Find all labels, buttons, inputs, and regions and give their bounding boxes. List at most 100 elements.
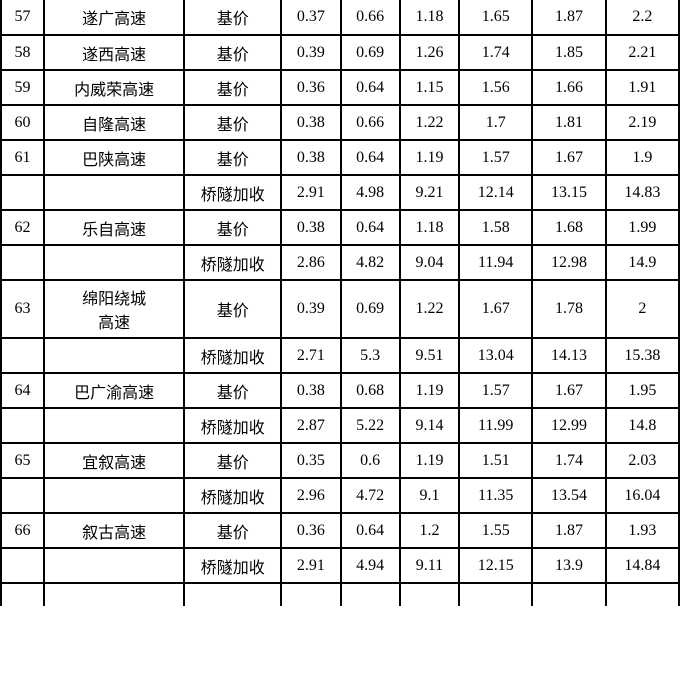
table-row: 66叙古高速基价0.360.641.21.551.871.93 bbox=[1, 513, 679, 548]
value-3: 1.2 bbox=[400, 513, 459, 548]
table-row: 60自隆高速基价0.380.661.221.71.812.19 bbox=[1, 105, 679, 140]
value-5: 12.99 bbox=[532, 408, 605, 443]
value-3: 9.1 bbox=[400, 478, 459, 513]
value-3: 1.15 bbox=[400, 70, 459, 105]
value-6: 15.38 bbox=[606, 338, 679, 373]
row-number: 58 bbox=[1, 35, 44, 70]
value-2: 4.98 bbox=[341, 175, 400, 210]
highway-name: 自隆高速 bbox=[44, 105, 184, 140]
value-1: 2.91 bbox=[281, 548, 340, 583]
value-4: 1.56 bbox=[459, 70, 532, 105]
value-3: 1.19 bbox=[400, 373, 459, 408]
value-6: 1.91 bbox=[606, 70, 679, 105]
highway-name: 巴广渝高速 bbox=[44, 373, 184, 408]
value-5: 1.68 bbox=[532, 210, 605, 245]
price-type: 桥隧加收 bbox=[184, 175, 281, 210]
value-6: 2.21 bbox=[606, 35, 679, 70]
highway-fare-table: 57遂广高速基价0.370.661.181.651.872.258遂西高速基价0… bbox=[0, 0, 680, 606]
price-type: 基价 bbox=[184, 280, 281, 338]
value-2: 0.64 bbox=[341, 70, 400, 105]
value-5: 13.54 bbox=[532, 478, 605, 513]
table-row: 桥隧加收2.864.829.0411.9412.9814.9 bbox=[1, 245, 679, 280]
value-4: 11.99 bbox=[459, 408, 532, 443]
value-4: 1.65 bbox=[459, 0, 532, 35]
value-5: 1.74 bbox=[532, 443, 605, 478]
row-number: 64 bbox=[1, 373, 44, 408]
value-5: 1.67 bbox=[532, 140, 605, 175]
table-row: 63绵阳绕城高速基价0.390.691.221.671.782 bbox=[1, 280, 679, 338]
value-3: 9.04 bbox=[400, 245, 459, 280]
value-6: 1.93 bbox=[606, 513, 679, 548]
value-4: 11.94 bbox=[459, 245, 532, 280]
price-type: 基价 bbox=[184, 373, 281, 408]
value-1: 0.39 bbox=[281, 280, 340, 338]
row-number: 60 bbox=[1, 105, 44, 140]
value-3: 9.11 bbox=[400, 548, 459, 583]
value-3: 1.22 bbox=[400, 280, 459, 338]
highway-name: 乐自高速 bbox=[44, 210, 184, 245]
value-5: 1.87 bbox=[532, 513, 605, 548]
row-number: 66 bbox=[1, 513, 44, 548]
value-1: 0.38 bbox=[281, 140, 340, 175]
highway-name bbox=[44, 408, 184, 443]
value-5: 1.66 bbox=[532, 70, 605, 105]
table-row: 桥隧加收2.715.39.5113.0414.1315.38 bbox=[1, 338, 679, 373]
value-2: 0.6 bbox=[341, 443, 400, 478]
table-row: 61巴陕高速基价0.380.641.191.571.671.9 bbox=[1, 140, 679, 175]
price-type: 基价 bbox=[184, 0, 281, 35]
highway-name bbox=[44, 548, 184, 583]
value-4: 1.58 bbox=[459, 210, 532, 245]
value-6: 14.84 bbox=[606, 548, 679, 583]
value-2: 4.94 bbox=[341, 548, 400, 583]
row-number bbox=[1, 338, 44, 373]
highway-name: 内威荣高速 bbox=[44, 70, 184, 105]
partial-cell bbox=[341, 583, 400, 606]
table-row: 59内威荣高速基价0.360.641.151.561.661.91 bbox=[1, 70, 679, 105]
price-type: 基价 bbox=[184, 513, 281, 548]
value-3: 1.18 bbox=[400, 210, 459, 245]
row-number bbox=[1, 175, 44, 210]
value-6: 14.8 bbox=[606, 408, 679, 443]
row-number: 59 bbox=[1, 70, 44, 105]
value-6: 1.99 bbox=[606, 210, 679, 245]
value-1: 0.36 bbox=[281, 513, 340, 548]
value-1: 2.91 bbox=[281, 175, 340, 210]
row-number: 61 bbox=[1, 140, 44, 175]
value-3: 1.18 bbox=[400, 0, 459, 35]
value-1: 2.96 bbox=[281, 478, 340, 513]
value-1: 0.37 bbox=[281, 0, 340, 35]
value-4: 12.14 bbox=[459, 175, 532, 210]
value-2: 0.69 bbox=[341, 35, 400, 70]
value-6: 2.19 bbox=[606, 105, 679, 140]
partial-cell bbox=[400, 583, 459, 606]
price-type: 基价 bbox=[184, 443, 281, 478]
value-4: 1.57 bbox=[459, 373, 532, 408]
price-type: 基价 bbox=[184, 210, 281, 245]
value-1: 2.71 bbox=[281, 338, 340, 373]
value-3: 1.19 bbox=[400, 443, 459, 478]
highway-name bbox=[44, 338, 184, 373]
price-type: 基价 bbox=[184, 70, 281, 105]
value-2: 0.64 bbox=[341, 140, 400, 175]
value-1: 0.38 bbox=[281, 210, 340, 245]
price-type: 桥隧加收 bbox=[184, 408, 281, 443]
value-5: 14.13 bbox=[532, 338, 605, 373]
row-number: 62 bbox=[1, 210, 44, 245]
highway-name bbox=[44, 245, 184, 280]
value-1: 0.36 bbox=[281, 70, 340, 105]
value-5: 1.85 bbox=[532, 35, 605, 70]
table-row: 65宜叙高速基价0.350.61.191.511.742.03 bbox=[1, 443, 679, 478]
value-4: 1.74 bbox=[459, 35, 532, 70]
price-type: 基价 bbox=[184, 140, 281, 175]
value-4: 1.55 bbox=[459, 513, 532, 548]
value-4: 13.04 bbox=[459, 338, 532, 373]
value-6: 1.9 bbox=[606, 140, 679, 175]
value-4: 1.57 bbox=[459, 140, 532, 175]
row-number: 57 bbox=[1, 0, 44, 35]
value-3: 1.19 bbox=[400, 140, 459, 175]
partial-cell bbox=[459, 583, 532, 606]
value-3: 9.21 bbox=[400, 175, 459, 210]
value-6: 2.2 bbox=[606, 0, 679, 35]
price-type: 基价 bbox=[184, 105, 281, 140]
table-row: 64巴广渝高速基价0.380.681.191.571.671.95 bbox=[1, 373, 679, 408]
